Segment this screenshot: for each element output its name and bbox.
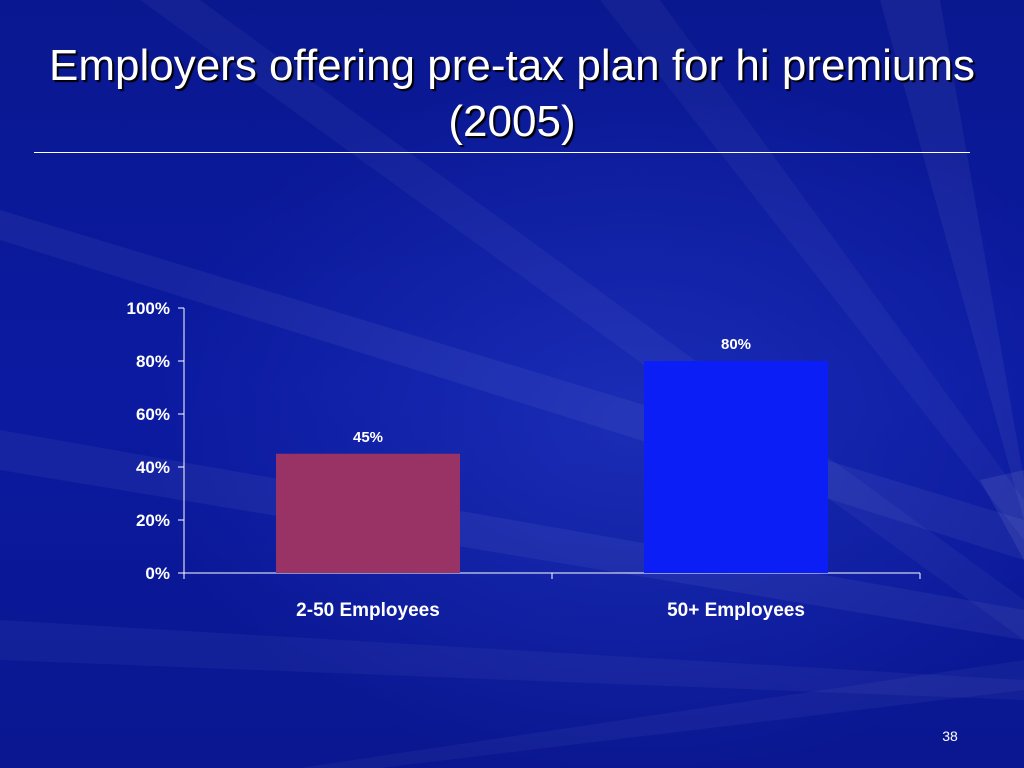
y-tick-label-40: 40% bbox=[136, 458, 170, 477]
data-label-0: 45% bbox=[353, 429, 383, 446]
x-category-label-0: 2-50 Employees bbox=[296, 600, 440, 621]
y-tick-label-80: 80% bbox=[136, 352, 170, 371]
y-tick-label-0: 0% bbox=[145, 564, 170, 583]
bar-small-employers bbox=[276, 453, 460, 573]
y-tick-label-60: 60% bbox=[136, 405, 170, 424]
y-tick-label-100: 100% bbox=[127, 299, 170, 318]
bar-large-employers bbox=[644, 361, 828, 573]
page-number: 38 bbox=[942, 728, 958, 744]
data-label-1: 80% bbox=[721, 336, 751, 353]
y-tick-label-20: 20% bbox=[136, 511, 170, 530]
x-category-label-1: 50+ Employees bbox=[667, 600, 805, 621]
slide-title: Employers offering pre-tax plan for hi p… bbox=[48, 41, 976, 146]
title-divider bbox=[34, 152, 970, 153]
